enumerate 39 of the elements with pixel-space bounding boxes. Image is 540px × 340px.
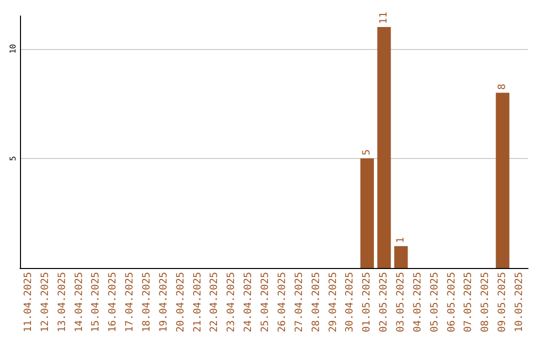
x-tick-label: 10.05.2025	[514, 272, 526, 332]
x-tick-label: 14.04.2025	[74, 272, 85, 332]
x-tick-label: 21.04.2025	[192, 272, 204, 332]
y-tick-label: 10	[8, 44, 18, 54]
data-label: 5	[362, 149, 373, 156]
x-tick-label: 06.05.2025	[446, 272, 458, 332]
x-tick-label: 13.04.2025	[56, 272, 68, 332]
x-tick-label: 02.05.2025	[378, 272, 390, 332]
x-tick-label: 24.04.2025	[243, 272, 254, 332]
data-label: 1	[396, 237, 406, 244]
x-tick-label: 23.04.2025	[226, 272, 238, 332]
x-tick-label: 15.04.2025	[90, 272, 102, 332]
x-tick-label: 07.05.2025	[463, 272, 474, 332]
x-tick-label: 05.05.2025	[429, 272, 440, 332]
x-tick-label: 19.04.2025	[158, 272, 170, 332]
bar	[394, 246, 408, 268]
x-tick-label: 03.05.2025	[396, 272, 406, 332]
x-tick-label: 08.05.2025	[480, 272, 492, 332]
x-tick-label: 20.04.2025	[175, 272, 186, 332]
x-tick-label: 27.04.2025	[294, 272, 305, 332]
bar	[377, 26, 391, 268]
x-tick-label: 25.04.2025	[260, 272, 272, 332]
x-tick-label: 09.05.2025	[497, 272, 508, 332]
x-tick-label: 18.04.2025	[142, 272, 152, 332]
x-tick-label: 11.04.2025	[22, 272, 34, 332]
x-tick-label: 17.04.2025	[124, 272, 136, 332]
x-tick-label: 28.04.2025	[310, 272, 322, 332]
data-label: 8	[497, 84, 508, 90]
x-tick-label: 12.04.2025	[40, 272, 51, 332]
x-tick-label: 26.04.2025	[276, 272, 288, 332]
x-tick-label: 04.05.2025	[412, 272, 424, 332]
x-tick-label: 16.04.2025	[108, 272, 119, 332]
bar	[360, 158, 374, 268]
x-tick-label: 22.04.2025	[209, 272, 220, 332]
x-tick-label: 01.05.2025	[362, 272, 373, 332]
x-tick-label: 30.04.2025	[344, 272, 356, 332]
x-tick-label: 29.04.2025	[328, 272, 339, 332]
bar	[496, 92, 510, 268]
data-label: 11	[378, 12, 390, 24]
